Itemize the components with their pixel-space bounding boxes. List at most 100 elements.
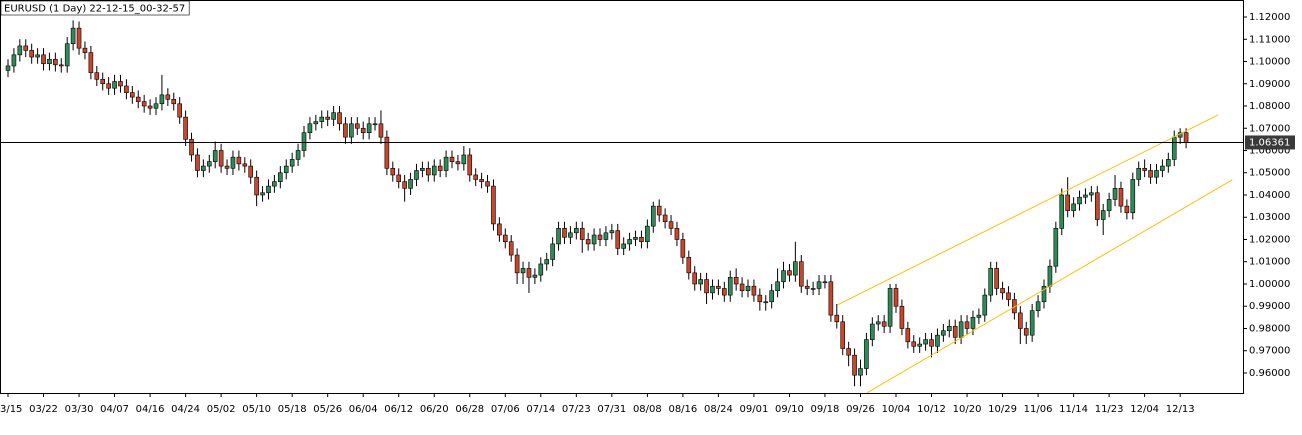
candle-body <box>183 116 188 140</box>
candle-body <box>1018 312 1023 329</box>
candle-body <box>514 254 520 274</box>
trend-line <box>837 114 1219 306</box>
candle-body <box>591 234 597 245</box>
y-tick-label: 0.97000 <box>1249 346 1290 357</box>
candle-body <box>343 123 348 138</box>
candle-body <box>396 174 402 182</box>
x-tick-label: 11/06 <box>1024 404 1053 415</box>
candle-body <box>437 165 443 171</box>
candle-body <box>467 154 473 176</box>
candle-body <box>29 50 34 58</box>
candle-body <box>881 321 887 327</box>
candle-body <box>1059 194 1065 229</box>
candle-body <box>100 79 106 85</box>
x-tick-label: 09/18 <box>811 404 840 415</box>
y-tick-label: 1.00000 <box>1249 279 1290 290</box>
candle-body <box>1047 265 1053 287</box>
candle-body <box>846 348 851 356</box>
candle-body <box>1029 310 1035 336</box>
candle-body <box>443 156 449 171</box>
candle-body <box>911 341 917 347</box>
candle-body <box>1142 167 1147 171</box>
x-tick-label: 03/30 <box>65 404 94 415</box>
y-tick-label: 0.96000 <box>1249 368 1290 379</box>
plot-frame <box>0 0 1244 394</box>
candle-body <box>1023 328 1029 336</box>
candle-body <box>757 294 763 303</box>
candle-body <box>206 161 212 167</box>
candle-body <box>917 343 922 347</box>
candle-body <box>82 47 88 53</box>
candle-body <box>941 330 946 336</box>
candle-body <box>574 228 579 234</box>
x-tick-label: 08/24 <box>704 404 733 415</box>
candle-body <box>828 281 834 316</box>
candle-body <box>627 239 632 245</box>
candle-body <box>763 301 769 304</box>
candle-body <box>870 323 875 340</box>
candle-body <box>354 123 360 129</box>
x-tick-label: 11/14 <box>1059 404 1088 415</box>
candle-body <box>650 205 656 227</box>
candle-body <box>266 185 271 194</box>
candle-body <box>497 223 502 236</box>
candle-body <box>609 230 615 234</box>
y-tick-label: 1.11000 <box>1249 34 1290 45</box>
candle-body <box>810 288 816 290</box>
candle-body <box>526 268 532 278</box>
candle-body <box>35 54 40 58</box>
x-tick-label: 07/14 <box>526 404 555 415</box>
x-tick-label: 12/13 <box>1166 404 1195 415</box>
candle-body <box>745 285 751 291</box>
candle-body <box>668 221 674 229</box>
y-tick-label: 1.03000 <box>1249 212 1290 223</box>
candle-body <box>378 123 384 138</box>
candle-body <box>248 165 254 178</box>
candle-body <box>94 72 100 80</box>
candle-body <box>964 321 970 329</box>
candle-body <box>751 285 757 296</box>
candle-body <box>887 288 893 327</box>
x-tick-label: 07/06 <box>491 404 520 415</box>
candle-body <box>875 321 881 325</box>
candle-body <box>716 285 721 289</box>
candle-body <box>562 228 567 238</box>
candle-body <box>254 176 259 196</box>
candle-body <box>656 205 662 216</box>
candle-body <box>508 241 514 256</box>
candle-body <box>147 105 153 109</box>
candle-body <box>988 268 994 296</box>
candle-body <box>224 165 230 169</box>
candle-body <box>1077 196 1082 205</box>
candle-body <box>798 261 804 287</box>
candle-body <box>431 165 437 176</box>
y-tick-label: 1.01000 <box>1249 257 1290 268</box>
candle-body <box>864 339 869 369</box>
candle-body <box>1183 132 1189 143</box>
candle-body <box>390 167 396 176</box>
x-tick-label: 05/02 <box>207 404 236 415</box>
candle-body <box>165 94 171 100</box>
candle-body <box>639 236 644 243</box>
x-tick-label: 07/31 <box>597 404 626 415</box>
candle-body <box>325 116 330 120</box>
y-tick-label: 1.09000 <box>1249 79 1290 90</box>
candle-body <box>88 52 94 73</box>
candle-body <box>384 136 390 169</box>
candle-body <box>704 279 709 294</box>
candle-body <box>775 281 780 291</box>
candle-body <box>260 192 265 196</box>
candle-body <box>455 161 461 165</box>
x-tick-label: 04/07 <box>100 404 129 415</box>
x-tick-label: 06/28 <box>455 404 484 415</box>
y-tick-label: 0.98000 <box>1249 323 1290 334</box>
candle-body <box>674 228 680 240</box>
x-tick-label: 05/26 <box>313 404 342 415</box>
candle-body <box>278 172 283 182</box>
candle-body <box>935 334 940 347</box>
y-tick-label: 1.08000 <box>1249 101 1290 112</box>
candle-body <box>17 45 23 56</box>
x-tick-label: 06/04 <box>349 404 378 415</box>
